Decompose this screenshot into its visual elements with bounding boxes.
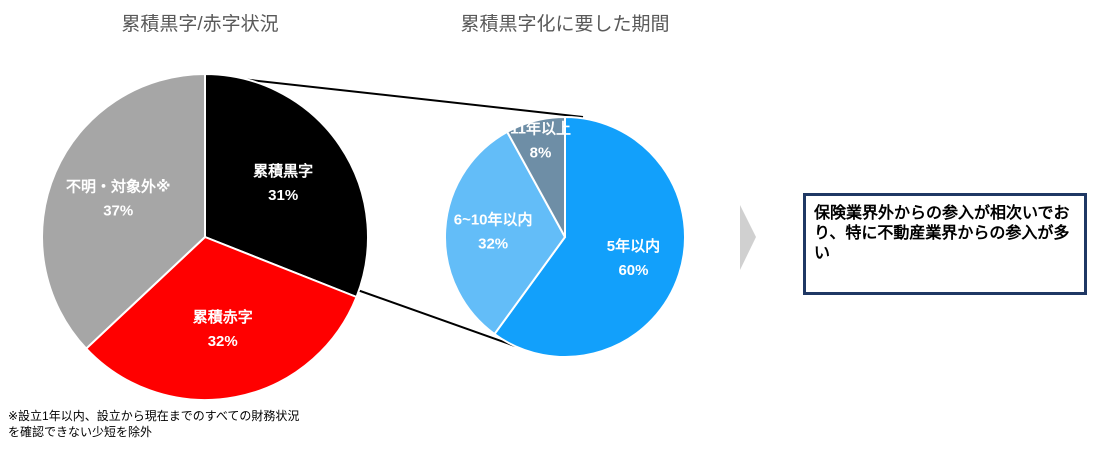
arrow [740, 205, 756, 270]
slice-label: 累積赤字 [193, 308, 253, 326]
chart-title: 累積黒字化に要した期間 [460, 13, 669, 35]
slice-label: 5年以内 [607, 237, 660, 255]
pie-slice [505, 115, 566, 238]
slice-label: 不明・対象外※ [66, 177, 171, 195]
pie-slice [444, 130, 567, 336]
slice-value-label: 32% [478, 235, 508, 252]
slice-value-label: 60% [618, 262, 648, 279]
pie-slice [493, 115, 686, 358]
slice-label: 累積黒字 [253, 162, 313, 180]
connector-line [204, 74, 584, 118]
pie-slice [84, 235, 358, 401]
slice-value-label: 8% [530, 145, 552, 162]
pie-slice [204, 72, 369, 299]
slice-value-label: 37% [103, 202, 133, 219]
slice-value-label: 32% [208, 333, 238, 350]
connector-line [348, 286, 516, 347]
pie-slice [41, 72, 206, 350]
slice-value-label: 31% [268, 187, 298, 204]
callout-box: 保険業界外からの参入が相次いでおり、特に不動産業界からの参入が多い [803, 193, 1087, 295]
slice-label: 6~10年以内 [454, 210, 533, 228]
chart-title: 累積黒字/赤字状況 [121, 13, 278, 35]
slice-label: 11年以上 [510, 120, 571, 138]
footnote: ※設立1年以内、設立から現在までのすべての財務状況を確認できない少短を除外 [8, 409, 300, 439]
